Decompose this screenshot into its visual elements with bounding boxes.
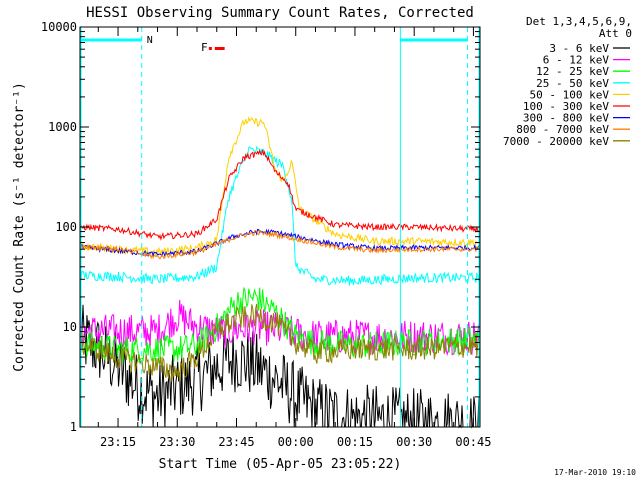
chart-title: HESSI Observing Summary Count Rates, Cor… [86,5,474,21]
legend-label: 300 - 800 keV [523,112,609,125]
series-line [79,148,480,241]
legend-label: 3 - 6 keV [549,42,609,55]
legend-label: 800 - 7000 keV [516,123,609,136]
x-tick-label: 00:15 [337,435,373,449]
legend-label: 12 - 25 keV [536,65,609,78]
legend-label: 25 - 50 keV [536,77,609,90]
x-tick-label: 23:15 [100,435,136,449]
legend-header-2: Att 0 [599,27,632,40]
series-line [79,304,481,429]
plot-traces [79,115,481,429]
night-label: N [147,35,153,46]
x-tick-label: 23:30 [159,435,195,449]
x-axis: 23:15 23:30 23:45 00:00 00:15 00:30 00:45 [97,27,491,449]
legend-label: 50 - 100 keV [530,88,610,101]
legend-label: 7000 - 20000 keV [503,135,609,148]
legend-header-1: Det 1,3,4,5,6,9, [526,15,632,28]
y-axis: 1 10 100 1000 10000 [41,20,480,434]
legend-label: 6 - 12 keV [543,54,610,67]
series-line [79,303,481,382]
y-tick-label: 1 [70,420,77,434]
flare-marker [208,47,212,50]
y-tick-label: 10000 [41,20,77,34]
y-tick-label: 10 [63,320,77,334]
x-tick-label: 00:00 [278,435,314,449]
footer-timestamp: 17-Mar-2010 19:10 [554,468,636,477]
y-axis-label: Corrected Count Rate (s⁻¹ detector⁻¹) [12,82,27,372]
series-line [79,145,481,286]
x-tick-label: 23:45 [218,435,254,449]
series-line [79,229,481,260]
x-axis-label: Start Time (05-Apr-05 23:05:22) [159,457,402,472]
y-tick-label: 1000 [48,120,77,134]
legend-label: 100 - 300 keV [523,100,609,113]
x-tick-label: 00:30 [396,435,432,449]
x-tick-label: 00:45 [455,435,491,449]
flare-label: F [201,41,208,54]
y-tick-label: 100 [55,220,77,234]
